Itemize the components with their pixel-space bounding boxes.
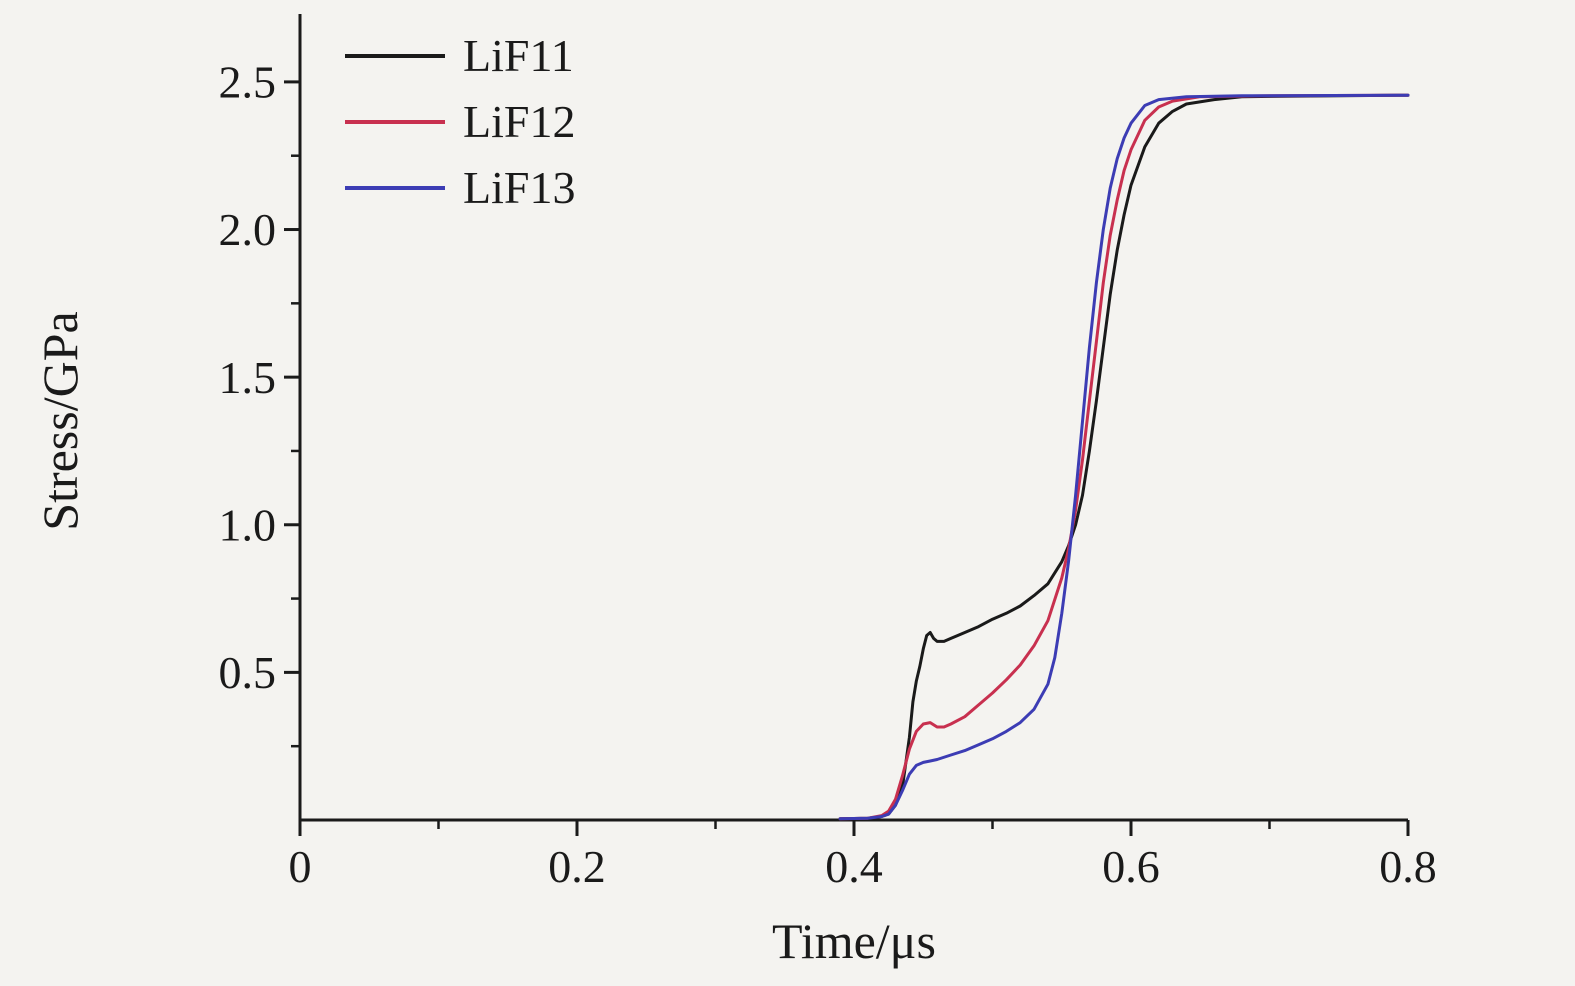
x-axis-title: Time/μs [772, 913, 936, 969]
legend-swatch-lif11 [345, 54, 445, 58]
y-tick-label: 1.5 [219, 352, 277, 403]
legend-label-lif11: LiF11 [463, 30, 574, 81]
y-tick-label: 1.0 [219, 499, 277, 550]
y-tick-label: 0.5 [219, 647, 277, 698]
y-tick-label: 2.0 [219, 204, 277, 255]
x-tick-label: 0.2 [548, 841, 606, 892]
series-line-lif11 [838, 93, 1410, 821]
legend: LiF11 LiF12 LiF13 [345, 30, 575, 214]
legend-item-lif11: LiF11 [345, 30, 575, 82]
legend-item-lif13: LiF13 [345, 162, 575, 214]
legend-item-lif12: LiF12 [345, 96, 575, 148]
series-line-lif13 [838, 93, 1410, 821]
x-tick-label: 0 [289, 841, 312, 892]
x-tick-label: 0.6 [1102, 841, 1160, 892]
legend-swatch-lif13 [345, 186, 445, 190]
legend-label-lif13: LiF13 [463, 162, 576, 213]
legend-label-lif12: LiF12 [463, 96, 576, 147]
x-tick-label: 0.8 [1379, 841, 1437, 892]
y-axis-title: Stress/GPa [32, 311, 88, 531]
y-tick-label: 2.5 [219, 57, 277, 108]
legend-swatch-lif12 [345, 120, 445, 124]
series-line-lif12 [838, 93, 1410, 821]
x-tick-label: 0.4 [825, 841, 883, 892]
